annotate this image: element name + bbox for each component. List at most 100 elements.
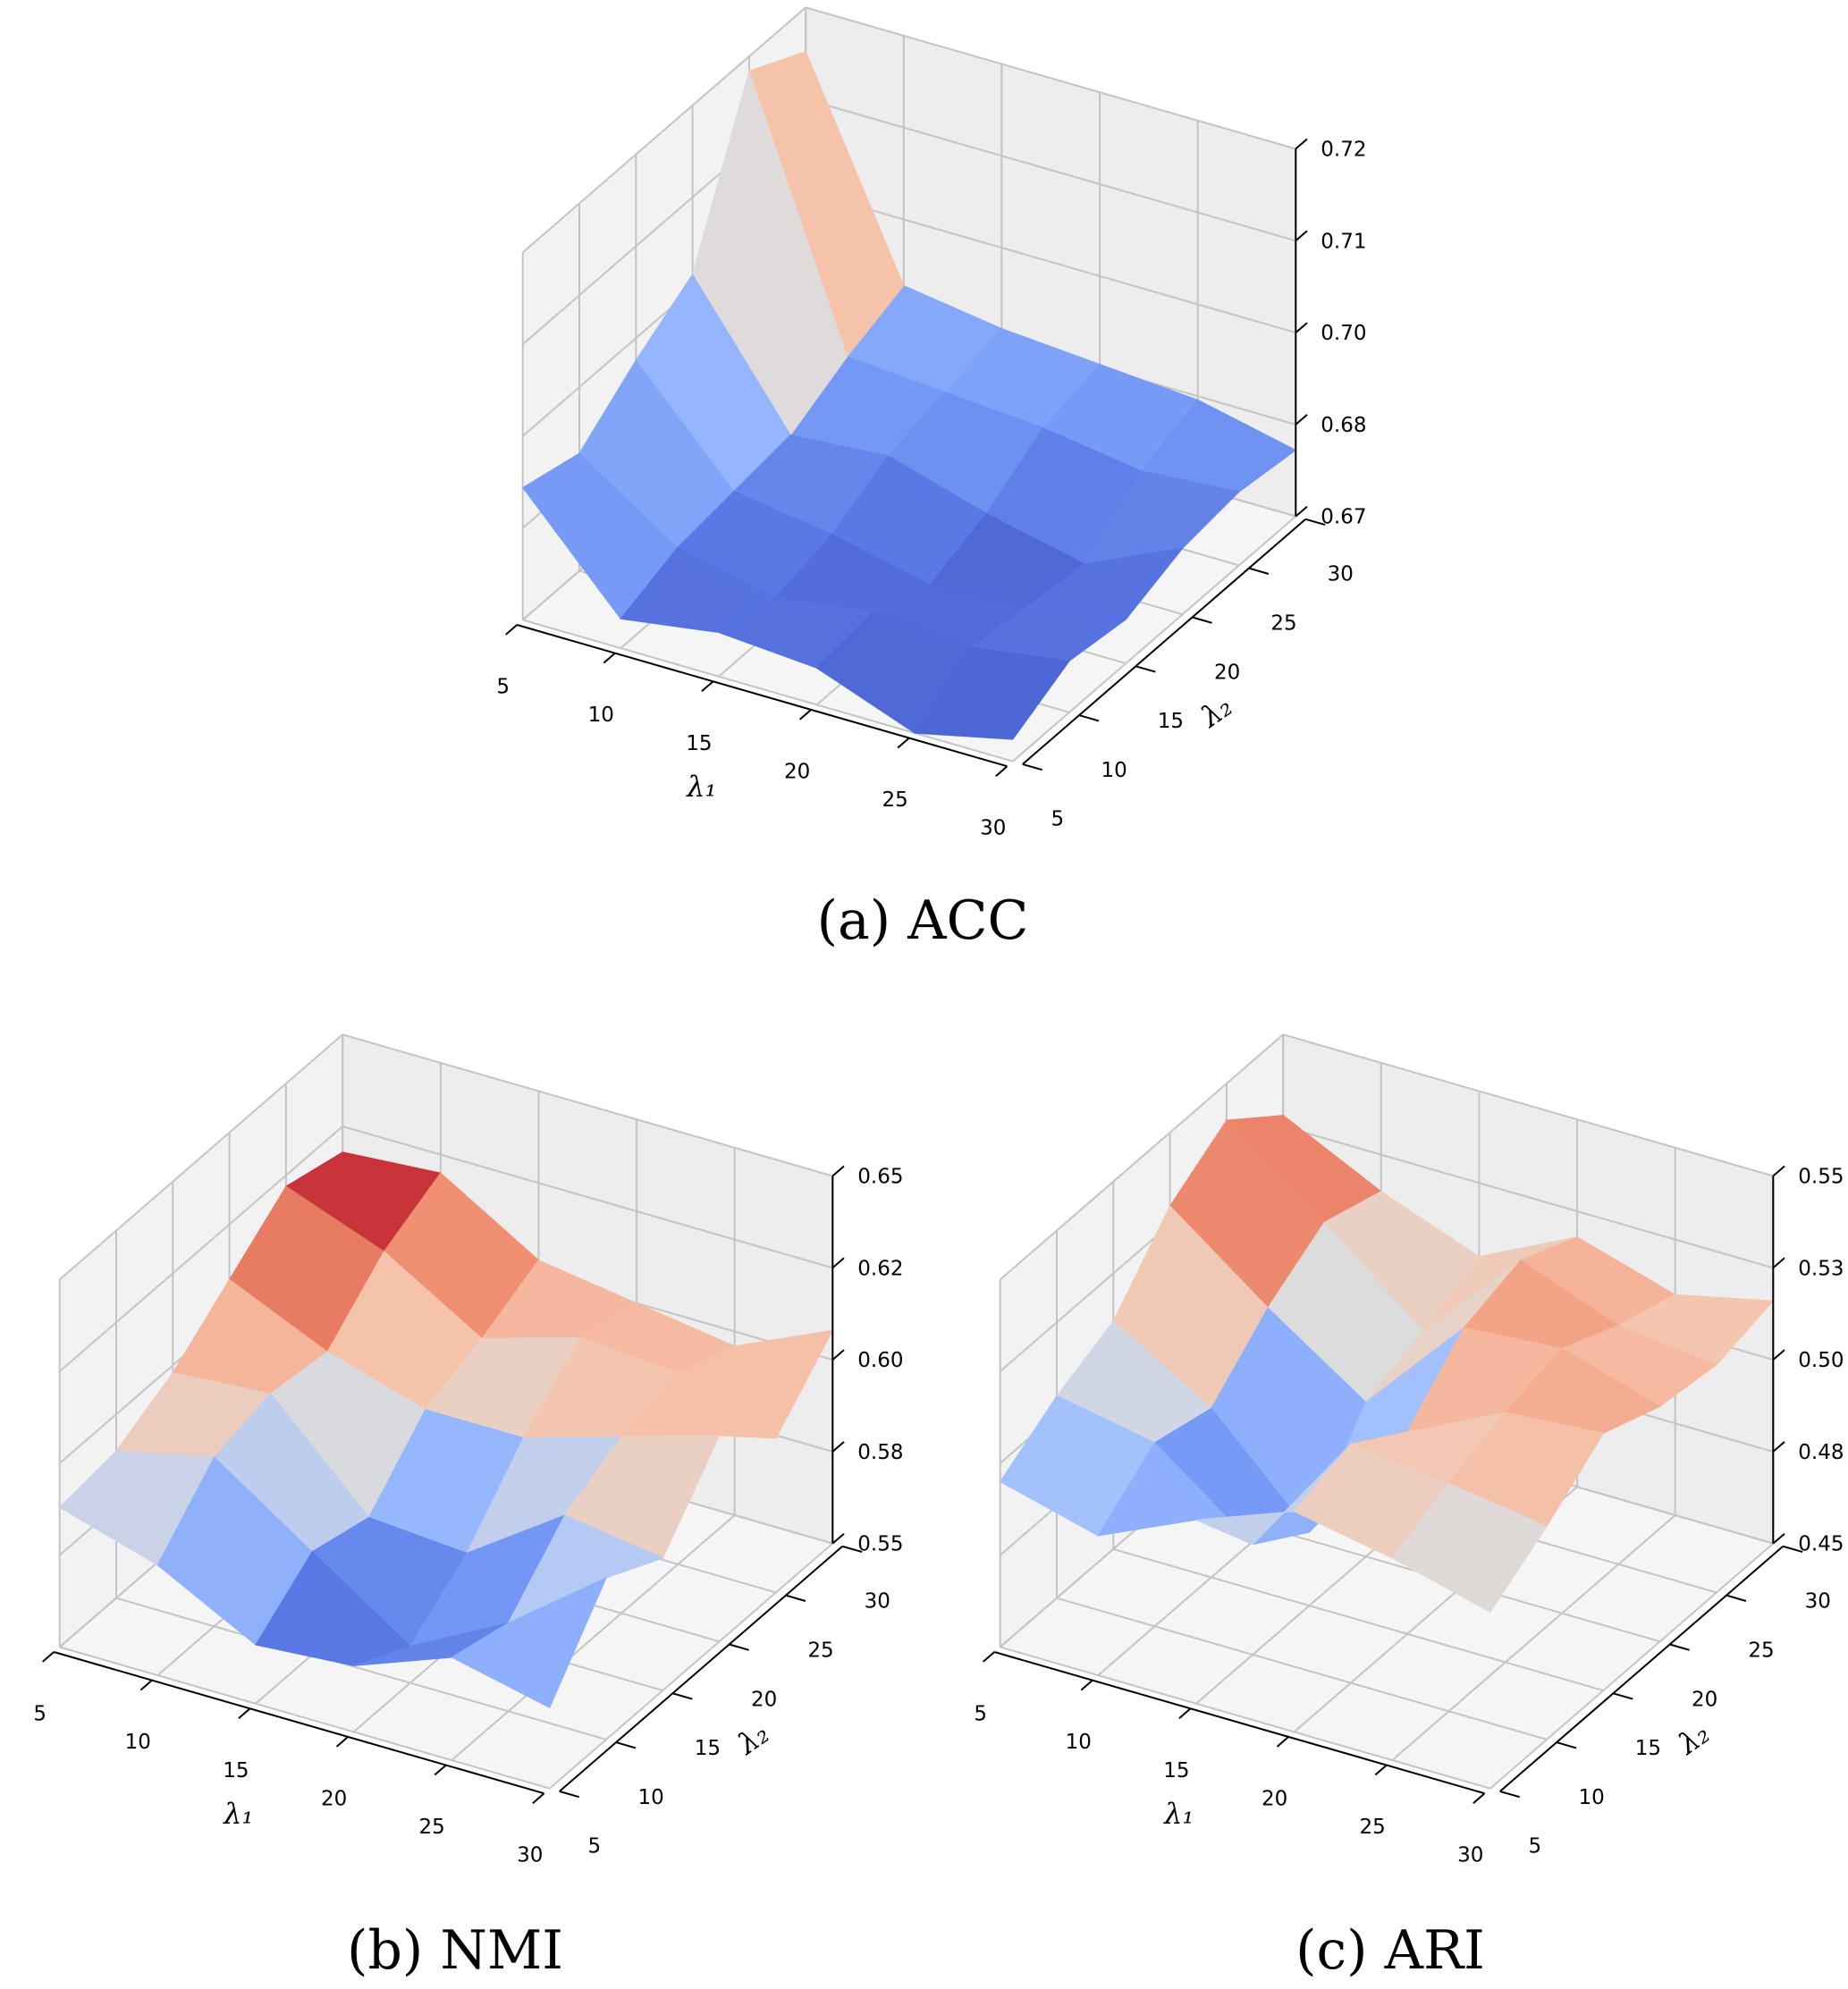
y-tick-label: 15 xyxy=(1635,1737,1661,1760)
z-tick-label: 0.58 xyxy=(857,1441,903,1464)
z-tick-label: 0.62 xyxy=(857,1257,903,1280)
y-axis-label: λ₂ xyxy=(1670,1716,1716,1762)
z-tick-mark xyxy=(1772,1441,1785,1453)
x-axis-line xyxy=(54,1651,544,1795)
y-tick-mark xyxy=(672,1692,693,1700)
caption-ari: (c) ARI xyxy=(1295,1919,1485,1982)
x-tick-label: 25 xyxy=(882,788,908,812)
y-tick-label: 30 xyxy=(1328,563,1354,586)
x-axis-line xyxy=(994,1651,1485,1795)
z-tick-mark xyxy=(1772,1349,1785,1361)
z-tick-mark xyxy=(1772,1532,1785,1545)
y-tick-mark xyxy=(1613,1692,1633,1700)
z-tick-label: 0.48 xyxy=(1798,1441,1844,1464)
y-tick-label: 20 xyxy=(1692,1688,1717,1711)
y-tick-label: 5 xyxy=(587,1835,601,1858)
x-tick-label: 5 xyxy=(974,1703,987,1726)
y-tick-mark xyxy=(1135,665,1156,673)
floor-gridline xyxy=(1391,1514,1676,1761)
x-tick-label: 20 xyxy=(784,760,810,783)
x-axis-label: λ₁ xyxy=(685,770,716,804)
y-tick-mark xyxy=(1192,616,1212,624)
back-gridline xyxy=(342,1033,833,1177)
y-tick-mark xyxy=(1078,714,1100,722)
y-tick-label: 25 xyxy=(1748,1639,1774,1663)
back-gridline xyxy=(805,6,1296,150)
surface-face xyxy=(914,646,1070,740)
y-tick-mark xyxy=(785,1594,806,1602)
y-axis-label: λ₂ xyxy=(1193,689,1238,735)
y-tick-label: 10 xyxy=(1578,1786,1604,1809)
x-tick-label: 25 xyxy=(1360,1816,1386,1839)
surface-face xyxy=(451,1576,608,1708)
z-tick-mark xyxy=(1772,1165,1785,1177)
z-tick-mark xyxy=(831,1532,845,1545)
floor-gridline xyxy=(1113,1547,1604,1692)
y-tick-mark xyxy=(559,1790,579,1799)
x-tick-label: 20 xyxy=(1262,1787,1287,1810)
y-tick-mark xyxy=(615,1741,637,1749)
back-gridline xyxy=(805,98,1296,242)
x-tick-label: 15 xyxy=(223,1759,249,1783)
floor-gridline xyxy=(1000,1646,1491,1790)
x-tick-mark xyxy=(1374,1764,1388,1776)
x-axis-label: λ₁ xyxy=(1162,1797,1194,1831)
x-tick-label: 15 xyxy=(686,732,712,755)
y-tick-mark xyxy=(1726,1594,1747,1602)
z-tick-label: 0.55 xyxy=(857,1533,903,1556)
x-tick-label: 5 xyxy=(33,1703,46,1726)
z-tick-label: 0.68 xyxy=(1321,414,1366,437)
back-gridline xyxy=(805,190,1296,334)
z-tick-label: 0.45 xyxy=(1798,1533,1844,1556)
y-tick-label: 25 xyxy=(807,1639,833,1663)
x-tick-label: 10 xyxy=(588,704,614,727)
floor-gridline xyxy=(1012,515,1296,763)
z-tick-label: 0.53 xyxy=(1798,1257,1844,1280)
floor-gridline xyxy=(115,1597,607,1740)
y-tick-mark xyxy=(1556,1741,1577,1749)
floor-gridline xyxy=(1056,1597,1548,1740)
x-tick-mark xyxy=(995,765,1008,777)
x-axis-line xyxy=(517,624,1008,768)
floor-gridline xyxy=(59,1646,551,1790)
z-tick-label: 0.50 xyxy=(1798,1349,1844,1372)
y-tick-label: 15 xyxy=(1158,710,1184,733)
x-tick-label: 30 xyxy=(1457,1844,1483,1867)
x-tick-label: 30 xyxy=(517,1844,543,1867)
left-gridline xyxy=(1000,1033,1284,1281)
x-axis-label: λ₁ xyxy=(222,1797,253,1831)
back-gridline xyxy=(1282,1125,1774,1269)
x-tick-mark xyxy=(434,1764,447,1776)
z-tick-mark xyxy=(1295,230,1308,242)
back-gridline xyxy=(1282,1033,1774,1177)
y-tick-label: 5 xyxy=(1051,808,1064,831)
z-tick-mark xyxy=(1772,1257,1785,1269)
x-tick-mark xyxy=(983,1651,995,1663)
y-tick-label: 25 xyxy=(1270,612,1296,636)
left-gridline xyxy=(59,1125,343,1372)
x-tick-mark xyxy=(798,709,812,721)
y-tick-mark xyxy=(1248,567,1270,575)
y-tick-label: 20 xyxy=(751,1688,777,1711)
z-tick-label: 0.72 xyxy=(1321,139,1366,162)
y-tick-label: 5 xyxy=(1528,1835,1541,1858)
floor-gridline xyxy=(1489,1542,1774,1790)
left-gridline xyxy=(522,6,806,254)
y-tick-mark xyxy=(842,1545,863,1554)
x-tick-mark xyxy=(532,1792,545,1804)
z-tick-mark xyxy=(831,1257,845,1269)
z-tick-mark xyxy=(1295,414,1308,426)
x-tick-mark xyxy=(1080,1679,1093,1691)
x-tick-mark xyxy=(335,1736,349,1748)
y-tick-label: 20 xyxy=(1214,661,1240,684)
z-tick-label: 0.55 xyxy=(1798,1166,1844,1189)
z-tick-label: 0.67 xyxy=(1321,506,1366,529)
y-tick-mark xyxy=(1022,763,1042,771)
z-tick-mark xyxy=(831,1165,845,1177)
y-tick-label: 10 xyxy=(1101,759,1127,782)
x-tick-mark xyxy=(603,652,616,664)
x-tick-label: 10 xyxy=(125,1731,151,1754)
z-tick-mark xyxy=(1295,138,1308,150)
z-tick-mark xyxy=(831,1441,845,1453)
